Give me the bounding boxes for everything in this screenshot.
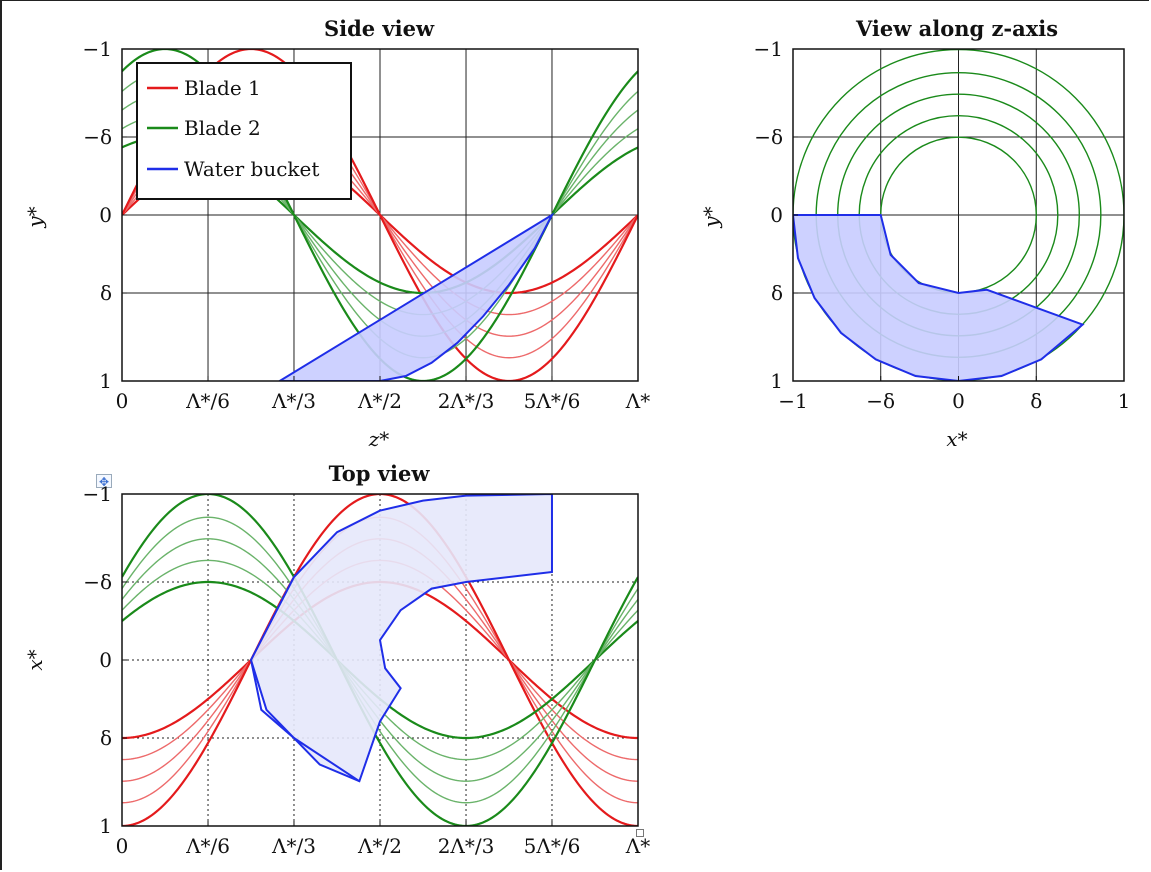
y-tick-label: 1	[770, 369, 783, 393]
y-tick-label: δ	[771, 281, 783, 305]
x-tick-label: Λ*/6	[185, 834, 230, 858]
x-tick-label: 1	[1118, 389, 1131, 413]
y-tick-label: −δ	[754, 125, 783, 149]
x-tick-label: 0	[116, 834, 129, 858]
x-tick-label: 0	[116, 389, 129, 413]
y-tick-label: 1	[99, 814, 112, 838]
y-tick-label: −1	[754, 37, 783, 61]
x-tick-label: 2Λ*/3	[438, 834, 495, 858]
blade-2-curve	[122, 494, 638, 826]
x-axis-label: x*	[946, 427, 967, 451]
x-tick-label: Λ*/3	[271, 389, 316, 413]
y-tick-label: −1	[83, 37, 112, 61]
side-view-panel: Side view z* y* 0 Λ*/6 Λ*/3 Λ*/2 2Λ*/3 5Λ*/6 Λ…	[23, 16, 650, 451]
x-tick-label: Λ*	[625, 389, 650, 413]
legend-label-water-bucket: Water bucket	[184, 157, 319, 181]
legend-label-blade-2: Blade 2	[184, 116, 261, 140]
y-tick-label: 0	[99, 203, 112, 227]
water-bucket-region	[793, 214, 1085, 381]
water-bucket-region	[277, 212, 555, 381]
plot-area	[122, 494, 638, 826]
y-tick-label: 0	[770, 203, 783, 227]
x-tick-label: Λ*/3	[271, 834, 316, 858]
blade-2-curve	[122, 516, 638, 804]
chart-title: Top view	[329, 461, 431, 486]
x-tick-label: 0	[952, 389, 965, 413]
y-tick-label: 1	[99, 369, 112, 393]
y-axis-label: y*	[23, 206, 47, 228]
y-axis-label: y*	[699, 206, 723, 228]
y-tick-label: −δ	[83, 570, 112, 594]
legend-label-blade-1: Blade 1	[184, 76, 261, 100]
x-tick-label: 5Λ*/6	[524, 389, 581, 413]
y-axis-label: x*	[23, 649, 47, 670]
y-tick-label: 0	[99, 648, 112, 672]
x-tick-label: 5Λ*/6	[524, 834, 581, 858]
x-tick-label: Λ*	[625, 834, 650, 858]
top-view-panel: Top view x* 0 Λ*/6 Λ*/3 Λ*/2 2Λ*/3 5Λ*/6 Λ* −1 −…	[23, 461, 650, 858]
x-tick-label: Λ*/2	[357, 389, 402, 413]
x-tick-label: −δ	[866, 389, 895, 413]
x-tick-label: δ	[1030, 389, 1042, 413]
water-bucket-region	[249, 494, 553, 783]
x-tick-label: −1	[778, 389, 807, 413]
legend-box	[136, 62, 352, 200]
water-bucket-edge	[250, 659, 360, 783]
y-tick-label: δ	[100, 726, 112, 750]
move-arrows-icon[interactable]: ✥	[96, 474, 112, 489]
y-tick-label: −δ	[83, 125, 112, 149]
resize-square-icon[interactable]	[636, 829, 644, 837]
x-axis-label: z*	[368, 427, 390, 451]
y-tick-label: −1	[83, 482, 112, 506]
legend: Blade 1 Blade 2 Water bucket	[136, 62, 352, 200]
x-tick-label: Λ*/2	[357, 834, 402, 858]
y-tick-label: δ	[100, 281, 112, 305]
x-tick-label: Λ*/6	[185, 389, 230, 413]
chart-title: View along z-axis	[855, 16, 1058, 41]
chart-title: Side view	[324, 16, 435, 41]
x-tick-label: 2Λ*/3	[438, 389, 495, 413]
